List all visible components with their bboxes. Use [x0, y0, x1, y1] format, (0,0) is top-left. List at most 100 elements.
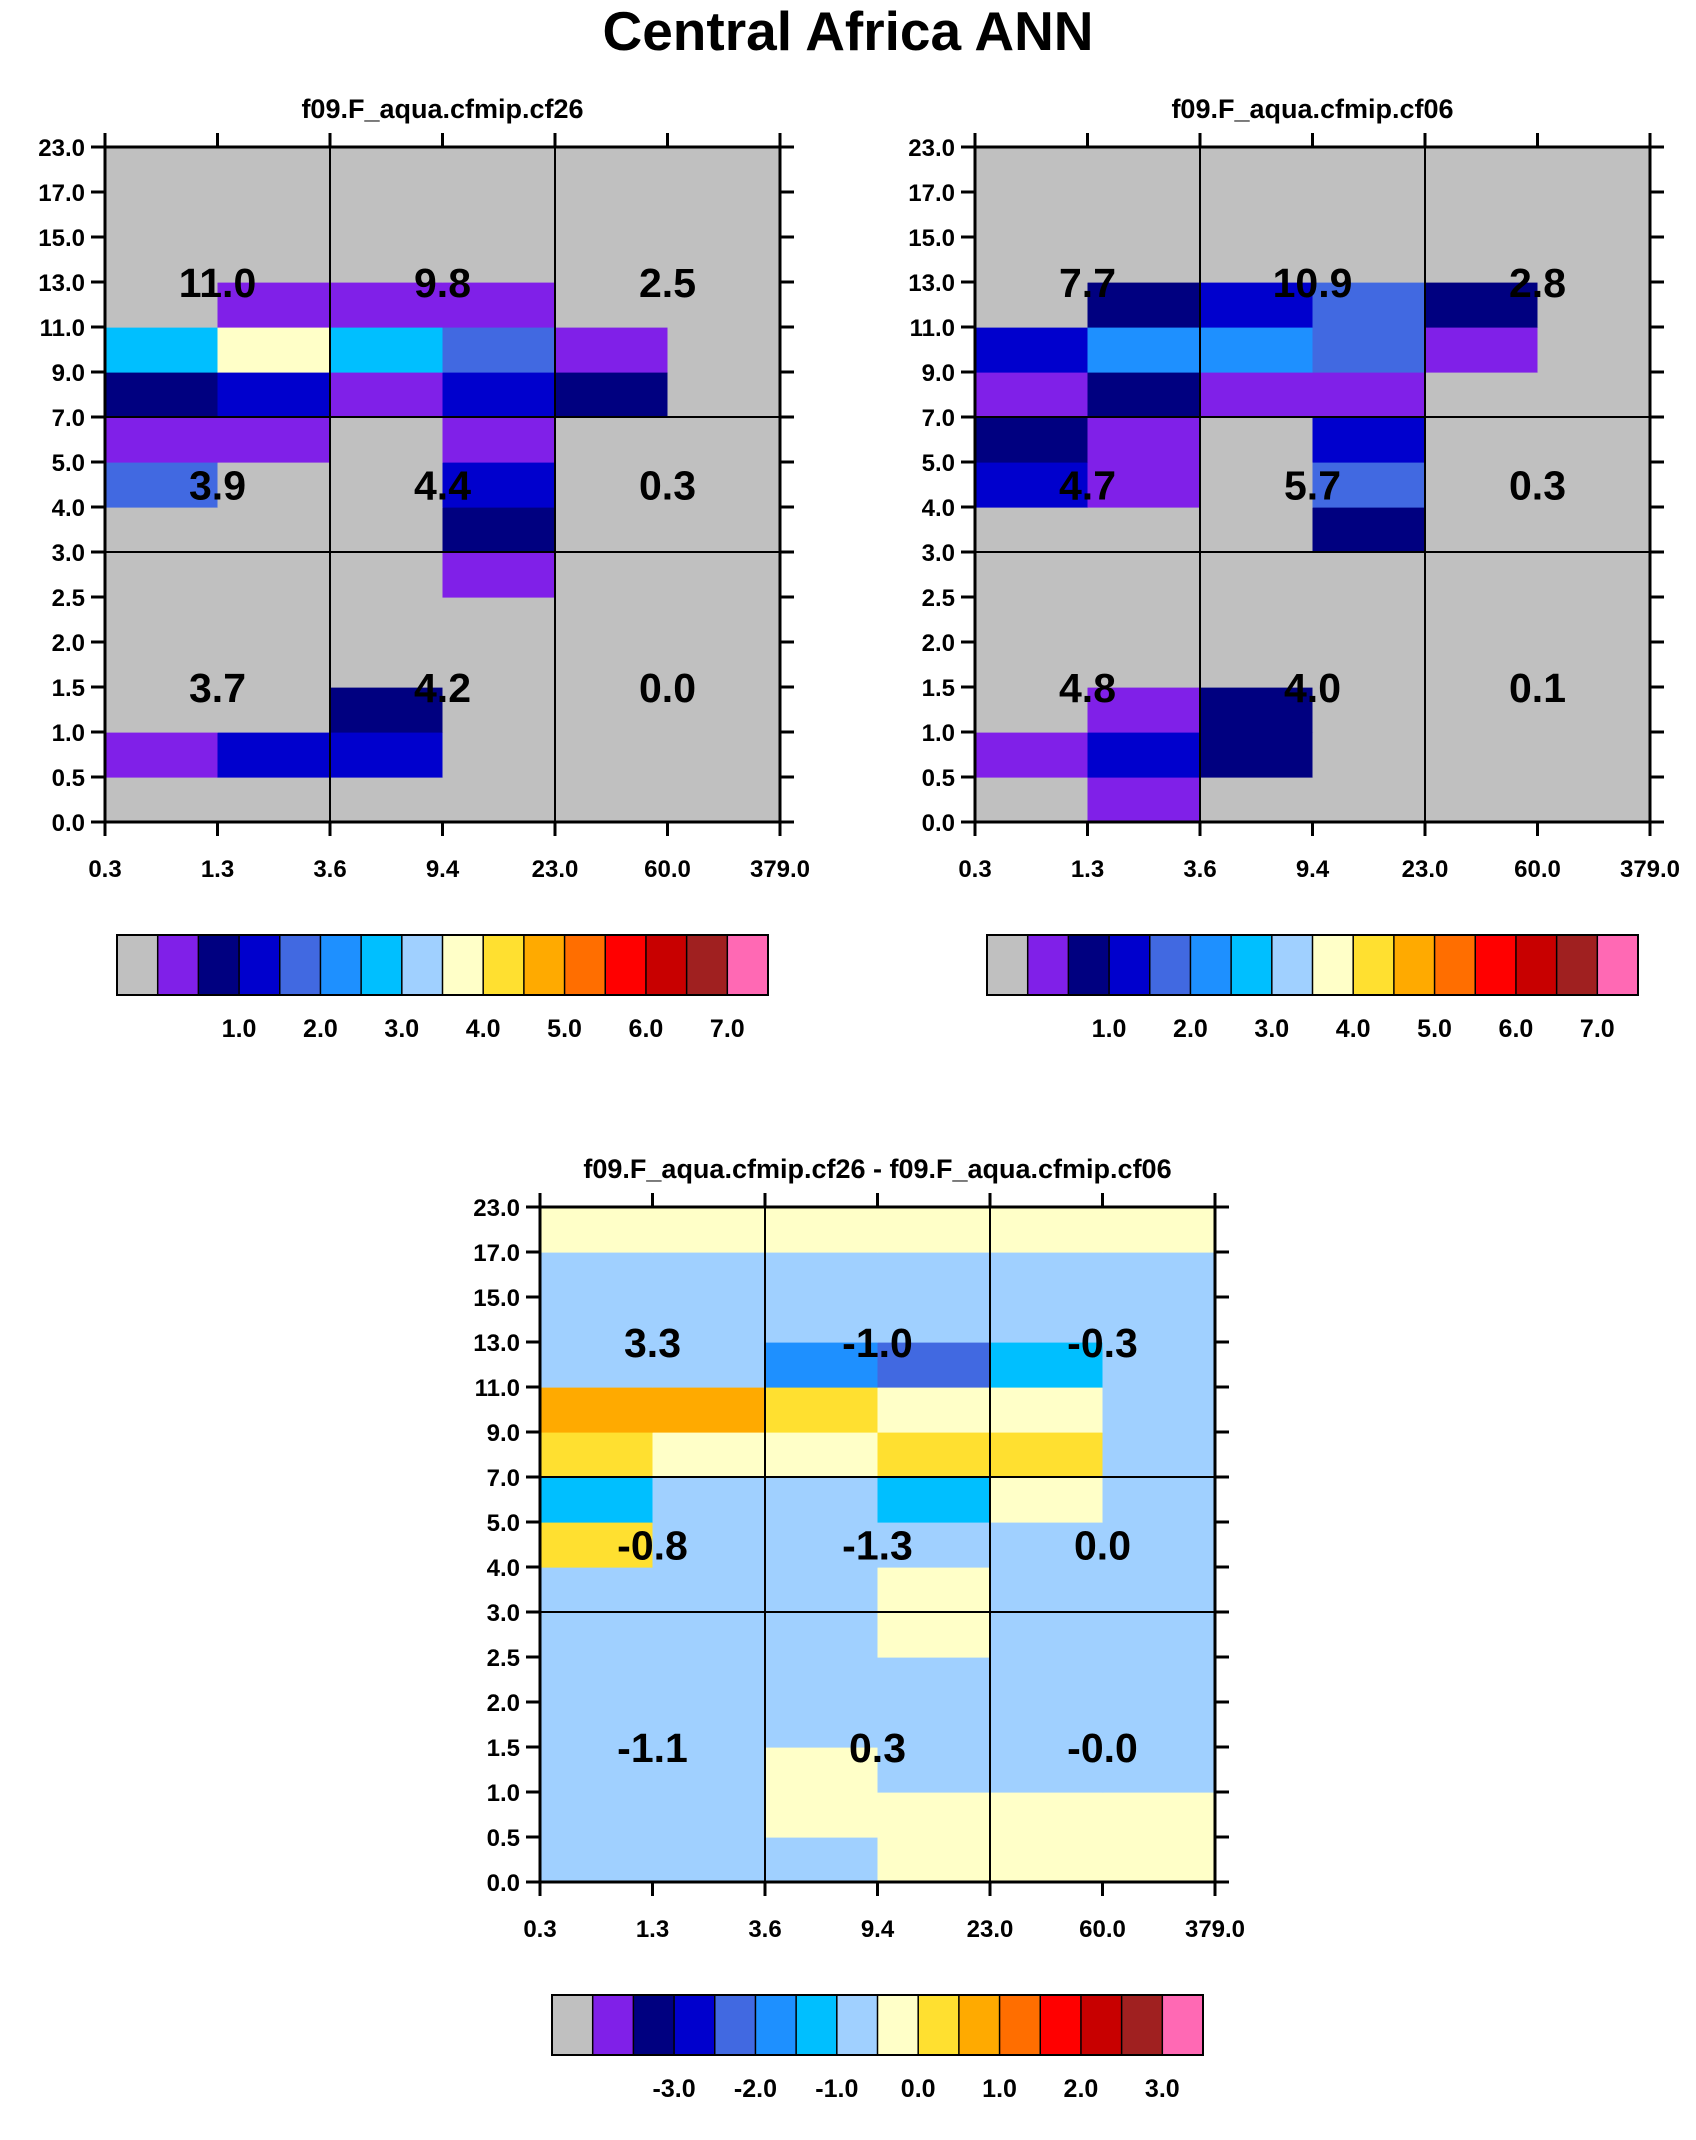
colorbar-swatch	[674, 1995, 716, 2055]
heatmap-cell	[990, 1792, 1104, 1838]
colorbar-swatch	[958, 1995, 1001, 2055]
heatmap-cell	[1425, 192, 1539, 238]
y-tick-label: 17.0	[908, 180, 955, 207]
heatmap-cell	[540, 1432, 654, 1478]
heatmap-cell	[1102, 1342, 1216, 1388]
heatmap-cell	[990, 1252, 1104, 1298]
x-tick-label: 0.3	[523, 1916, 556, 1943]
group-total-label: -1.1	[617, 1725, 688, 1771]
colorbar-swatch	[117, 935, 159, 995]
heatmap-cell	[1425, 147, 1539, 193]
heatmap-cell	[1200, 687, 1314, 733]
group-total-label: 4.0	[1284, 665, 1341, 711]
colorbar-label: 7.0	[710, 1015, 745, 1043]
heatmap-cell	[1312, 417, 1426, 463]
y-tick-label: 15.0	[908, 225, 955, 252]
heatmap-cell	[217, 462, 331, 508]
heatmap-cell	[1087, 192, 1201, 238]
heatmap-cell	[975, 282, 1089, 328]
heatmap-cell	[990, 1657, 1104, 1703]
heatmap-cell	[1087, 147, 1201, 193]
x-tick-label: 1.3	[1071, 856, 1104, 883]
colorbar-swatch	[1149, 935, 1191, 995]
heatmap-cell	[667, 507, 781, 553]
heatmap-cell	[1102, 1387, 1216, 1433]
group-total-label: 3.3	[624, 1320, 681, 1366]
heatmap-cell	[1200, 732, 1314, 778]
heatmap-cell	[442, 597, 556, 643]
heatmap-cell	[667, 417, 781, 463]
heatmap-cell	[877, 1432, 991, 1478]
heatmap-cell	[330, 462, 444, 508]
heatmap-cell	[1537, 642, 1651, 688]
heatmap-cell	[555, 282, 669, 328]
heatmap-cell	[330, 327, 444, 373]
heatmap-cell	[877, 1207, 991, 1253]
heatmap-cell	[652, 1342, 766, 1388]
heatmap-cell	[877, 1567, 991, 1613]
y-tick-label: 13.0	[38, 270, 85, 297]
heatmap-panel-cf26: f09.F_aqua.cfmip.cf26 0.0 0.5 1.0 1.5 2.0 2.5 3…	[38, 94, 810, 1043]
heatmap-cell	[667, 372, 781, 418]
heatmap-cell	[105, 282, 219, 328]
colorbar-frame	[551, 1994, 1204, 2056]
heatmap-cell	[877, 1837, 991, 1883]
heatmap-cell	[975, 552, 1089, 598]
group-total-label: 4.7	[1059, 463, 1116, 509]
heatmap-cell	[1312, 777, 1426, 823]
heatmap-cell	[217, 237, 331, 283]
heatmap-cell	[1200, 597, 1314, 643]
heatmap-cell	[540, 1297, 654, 1343]
x-tick-label: 3.6	[1183, 856, 1216, 883]
x-tick-label: 1.3	[636, 1916, 669, 1943]
colorbar-swatch	[605, 935, 647, 995]
heatmap-cell	[540, 1207, 654, 1253]
heatmap-cell	[105, 327, 219, 373]
x-tick-label: 379.0	[1185, 1916, 1245, 1943]
heatmap-cell	[1200, 372, 1314, 418]
heatmap-cell	[540, 1387, 654, 1433]
colorbar-swatch	[686, 935, 728, 995]
colorbar-swatch	[523, 935, 566, 995]
heatmap-cell	[877, 1612, 991, 1658]
group-total-label: 3.9	[189, 463, 246, 509]
colorbar-swatch	[401, 935, 443, 995]
colorbar-label: -3.0	[653, 2075, 696, 2103]
colorbar-swatch	[633, 1995, 675, 2055]
heatmap-cell	[765, 1837, 879, 1883]
heatmap-cell	[442, 507, 556, 553]
x-tick-label: 23.0	[1402, 856, 1449, 883]
heatmap-cell	[652, 1387, 766, 1433]
heatmap-cell	[877, 1477, 991, 1523]
colorbar-swatch	[836, 1995, 878, 2055]
heatmap-cell	[540, 1522, 654, 1568]
heatmap-cell	[105, 192, 219, 238]
heatmap-cell	[442, 147, 556, 193]
heatmap-cell	[217, 327, 331, 373]
y-tick-label: 15.0	[38, 225, 85, 252]
y-tick-label: 0.0	[487, 1870, 520, 1897]
heatmap-cell	[975, 192, 1089, 238]
heatmap-cell	[1312, 147, 1426, 193]
colorbar-label: 3.0	[1254, 1015, 1289, 1043]
heatmap-cell	[877, 1792, 991, 1838]
heatmap-cell	[877, 1297, 991, 1343]
heatmap-cell	[1537, 462, 1651, 508]
colorbar-label: 2.0	[303, 1015, 338, 1043]
colorbar-swatch	[552, 1995, 594, 2055]
heatmap-cell	[555, 507, 669, 553]
y-tick-label: 7.0	[487, 1465, 520, 1492]
colorbar-swatch	[1068, 935, 1110, 995]
heatmap-cell	[1312, 687, 1426, 733]
heatmap-cell	[765, 1342, 879, 1388]
colorbar-label: 7.0	[1580, 1015, 1615, 1043]
heatmap-cell	[1200, 507, 1314, 553]
y-tick-label: 0.5	[487, 1825, 520, 1852]
heatmap-cell	[217, 417, 331, 463]
heatmap-cell	[990, 1387, 1104, 1433]
heatmap-cell	[652, 1252, 766, 1298]
heatmap-cell	[667, 147, 781, 193]
colorbar-swatch	[1434, 935, 1476, 995]
heatmap-cell	[765, 1702, 879, 1748]
y-tick-label: 7.0	[52, 405, 85, 432]
